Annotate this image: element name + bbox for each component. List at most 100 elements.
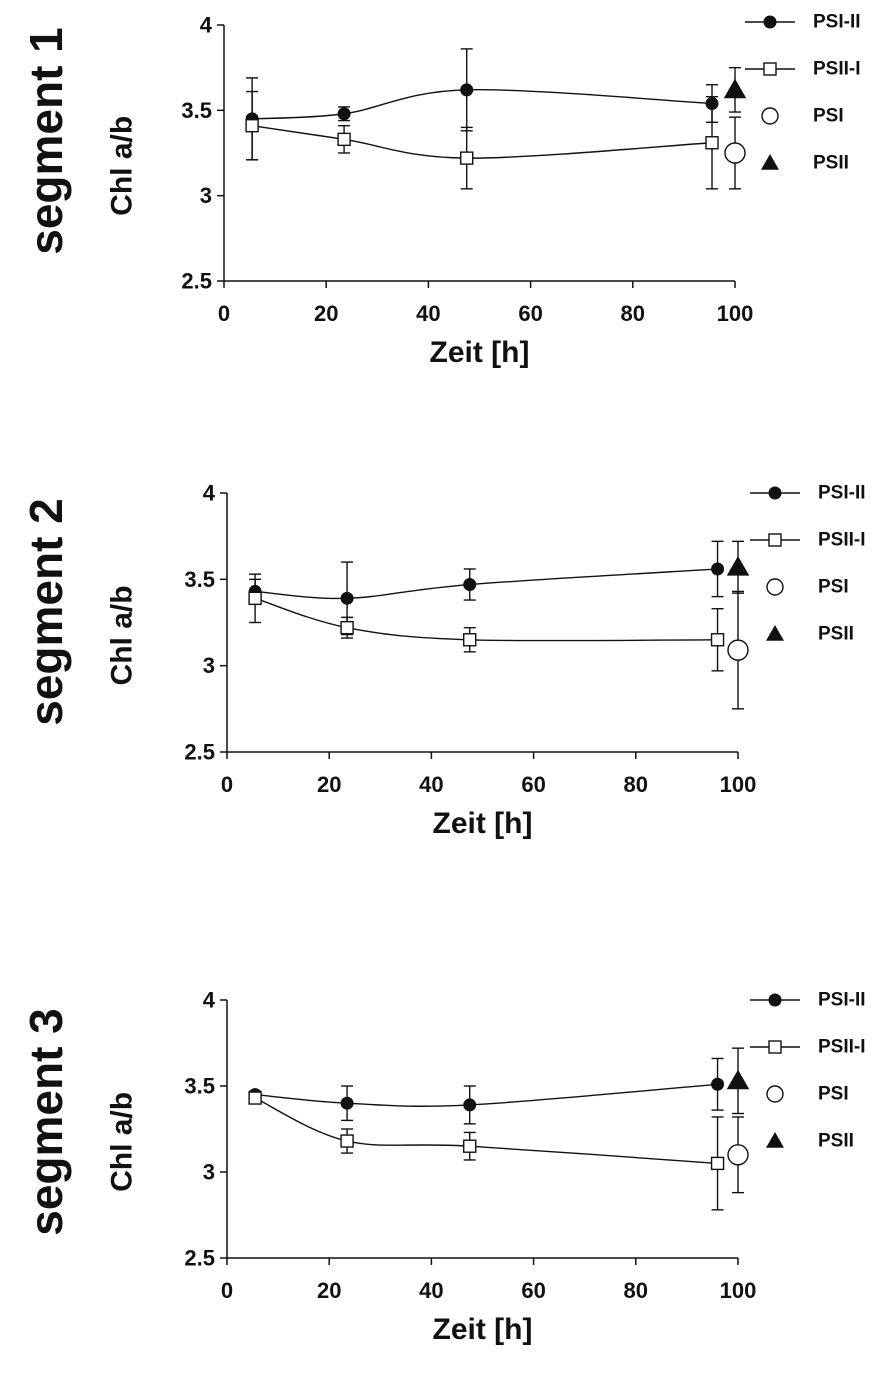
- x-tick-label: 0: [221, 772, 233, 797]
- chart-segment-1: segment 1 Chl a/b2.533.540 20 40 60 80 100Zeit…: [20, 12, 861, 370]
- y-axis-label: Chl a/b: [106, 116, 139, 216]
- x-tick-label: 80: [624, 1278, 648, 1303]
- data-point-PSI-II: [463, 578, 477, 592]
- legend-marker-PSI: [766, 1085, 784, 1103]
- data-point-PSI-II: [340, 591, 354, 605]
- x-tick-label: 0: [221, 1278, 233, 1303]
- data-point-PSII-I: [710, 1156, 725, 1171]
- x-tick-label: 40: [416, 301, 440, 326]
- x-axis-label: Zeit [h]: [430, 336, 530, 369]
- data-point-PSII: [726, 1069, 750, 1090]
- x-axis-label: Zeit [h]: [433, 807, 533, 840]
- legend-label-PSII-I: PSII-I: [818, 530, 866, 551]
- chart-panel-segment-3: segment 3 Chl a/b 2.5 3 3.5 4 0 20 40 60 80 100 Zeit…: [0, 975, 892, 1395]
- y-tick-label: 4: [200, 13, 213, 38]
- legend-marker-PSII: [766, 1132, 784, 1148]
- legend-label-PSI: PSI: [818, 577, 849, 598]
- legend-label-PSI: PSI: [813, 106, 844, 127]
- data-point-PSII: [726, 555, 750, 576]
- series-line-PSII-I: [252, 125, 713, 159]
- y-tick-label: 4: [203, 988, 216, 1013]
- y-tick-label: 3: [203, 1160, 215, 1185]
- y-tick-label: 3.5: [184, 1074, 215, 1099]
- data-point-PSII: [723, 78, 747, 99]
- legend-marker-PSII-I: [768, 533, 782, 547]
- x-axis-label: Zeit [h]: [433, 1313, 533, 1346]
- legend-label-PSI: PSI: [818, 1084, 849, 1105]
- data-point-PSII-I: [460, 151, 474, 165]
- segment-label: segment 1: [20, 27, 72, 255]
- legend-marker-PSII: [766, 625, 784, 641]
- data-point-PSII-I: [248, 1091, 262, 1105]
- legend-marker-PSI: [766, 578, 784, 596]
- x-tick-label: 80: [624, 772, 648, 797]
- y-tick-label: 4: [203, 481, 216, 506]
- legend-marker-PSI-II: [763, 15, 777, 29]
- y-axis-label: Chl a/b: [106, 1092, 139, 1192]
- data-point-PSII-I: [705, 136, 719, 150]
- chart-segment-3: segment 3 Chl a/b2.533.540 20 40 60 80 100Zeit…: [20, 988, 866, 1347]
- data-point-PSII-I: [337, 132, 351, 147]
- x-tick-label: 20: [314, 301, 338, 326]
- legend-marker-PSII-I: [763, 62, 777, 76]
- data-point-PSII-I: [710, 633, 725, 647]
- y-tick-label: 2.5: [184, 740, 215, 765]
- legend-label-PSII: PSII: [813, 153, 849, 174]
- data-point-PSI-II: [337, 107, 351, 121]
- legend-label-PSII-I: PSII-I: [813, 59, 861, 80]
- segment-label: segment 3: [20, 1008, 72, 1236]
- legend-marker-PSI-II: [768, 993, 782, 1007]
- data-point-PSI-II: [460, 83, 474, 97]
- legend-label-PSII: PSII: [818, 624, 854, 645]
- legend-label-PSII-I: PSII-I: [818, 1037, 866, 1058]
- data-point-PSII-I: [245, 118, 259, 133]
- series-line-PSI-II: [255, 1083, 718, 1107]
- data-point-PSI-II: [463, 1098, 477, 1112]
- y-tick-label: 3.5: [181, 98, 212, 123]
- legend-marker-PSI: [761, 107, 779, 125]
- x-tick-label: 40: [419, 772, 443, 797]
- x-tick-label: 60: [518, 301, 542, 326]
- x-tick-label: 100: [717, 301, 754, 326]
- data-point-PSII-I: [340, 620, 354, 635]
- series-line-PSII-I: [254, 1097, 718, 1165]
- data-point-PSII-I: [463, 633, 477, 647]
- x-tick-label: 100: [720, 772, 757, 797]
- data-point-PSI-II: [711, 1077, 725, 1091]
- legend-label-PSI-II: PSI-II: [813, 12, 861, 33]
- y-axis-label: Chl a/b: [106, 585, 139, 685]
- y-tick-label: 3.5: [184, 567, 215, 592]
- x-tick-label: 60: [521, 1278, 545, 1303]
- segment-label: segment 2: [20, 498, 72, 726]
- y-tick-label: 3: [200, 183, 212, 208]
- x-tick-label: 100: [720, 1278, 757, 1303]
- x-tick-label: 80: [621, 301, 645, 326]
- x-tick-label: 60: [521, 772, 545, 797]
- legend-label-PSI-II: PSI-II: [818, 990, 866, 1011]
- legend-marker-PSII: [761, 154, 779, 170]
- chart-segment-2: segment 2 Chl a/b2.533.540 20 40 60 80 100Zeit…: [20, 481, 866, 841]
- legend-marker-PSII-I: [768, 1040, 782, 1054]
- data-point-PSI: [727, 639, 749, 661]
- series-line-PSI-II: [255, 568, 718, 600]
- legend-label-PSII: PSII: [818, 1131, 854, 1152]
- data-point-PSII-I: [463, 1139, 477, 1153]
- x-tick-label: 40: [419, 1278, 443, 1303]
- series-line-PSII-I: [254, 597, 718, 642]
- chart-panel-segment-2: segment 2 Chl a/b 2.5 3 3.5 4 0 20 40 60 80 100 Zeit…: [0, 468, 892, 888]
- x-tick-label: 20: [317, 772, 341, 797]
- data-point-PSI: [724, 142, 746, 164]
- legend-label-PSI-II: PSI-II: [818, 483, 866, 504]
- y-tick-label: 2.5: [184, 1246, 215, 1271]
- chart-panel-segment-1: segment 1 Chl a/b 2.5 3 3.5 4 0 20 40 60 80 100 Zeit…: [0, 0, 892, 420]
- data-point-PSI-II: [711, 562, 725, 576]
- data-point-PSI-II: [340, 1096, 354, 1110]
- y-tick-label: 3: [203, 653, 215, 678]
- data-point-PSI: [727, 1144, 749, 1166]
- data-point-PSII-I: [248, 591, 262, 606]
- y-tick-label: 2.5: [181, 269, 212, 294]
- data-point-PSII-I: [340, 1134, 354, 1148]
- x-tick-label: 20: [317, 1278, 341, 1303]
- legend-marker-PSI-II: [768, 486, 782, 500]
- series-line-PSI-II: [252, 89, 713, 120]
